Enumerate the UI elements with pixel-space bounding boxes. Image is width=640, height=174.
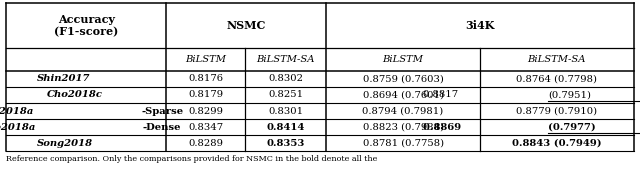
Text: 0.8302: 0.8302	[268, 74, 303, 83]
Text: 0.8301: 0.8301	[268, 107, 303, 116]
Text: 0.8694 (0.7601): 0.8694 (0.7601)	[363, 90, 444, 100]
Text: BiLSTM: BiLSTM	[383, 55, 424, 64]
Text: Shin2017: Shin2017	[36, 74, 90, 83]
Text: Cho2018a: Cho2018a	[0, 107, 35, 116]
Text: 0.8823 (0.7934): 0.8823 (0.7934)	[362, 123, 444, 132]
Text: BiLSTM-SA: BiLSTM-SA	[527, 55, 586, 64]
Text: 0.8353: 0.8353	[266, 139, 305, 148]
Text: 0.8764 (0.7798): 0.8764 (0.7798)	[516, 74, 597, 83]
Text: 0.8869: 0.8869	[422, 123, 464, 132]
Text: (0.7951): (0.7951)	[548, 90, 591, 100]
Text: 0.8843 (0.7949): 0.8843 (0.7949)	[512, 139, 602, 148]
Text: Cho2018a: Cho2018a	[0, 123, 36, 132]
Text: 0.8289: 0.8289	[188, 139, 223, 148]
Text: Accuracy
(F1-score): Accuracy (F1-score)	[54, 14, 118, 38]
Text: 0.8817: 0.8817	[422, 90, 461, 100]
Text: Song2018: Song2018	[36, 139, 93, 148]
Text: BiLSTM-SA: BiLSTM-SA	[256, 55, 315, 64]
Text: 0.8779 (0.7910): 0.8779 (0.7910)	[516, 107, 597, 116]
Text: 0.8179: 0.8179	[188, 90, 223, 100]
Text: 0.8781 (0.7758): 0.8781 (0.7758)	[362, 139, 444, 148]
Text: 0.8251: 0.8251	[268, 90, 303, 100]
Text: -Dense: -Dense	[143, 123, 181, 132]
Text: Reference comparison. Only the comparisons provided for NSMC in the bold denote : Reference comparison. Only the compariso…	[6, 155, 378, 163]
Text: (0.7977): (0.7977)	[548, 123, 596, 132]
Text: Cho2018c: Cho2018c	[47, 90, 102, 100]
Text: 0.8759 (0.7603): 0.8759 (0.7603)	[363, 74, 444, 83]
Text: 0.8176: 0.8176	[188, 74, 223, 83]
Text: 0.8414: 0.8414	[266, 123, 305, 132]
Text: NSMC: NSMC	[227, 20, 266, 31]
Text: BiLSTM: BiLSTM	[185, 55, 226, 64]
Text: -Sparse: -Sparse	[141, 107, 184, 116]
Text: 3i4K: 3i4K	[465, 20, 495, 31]
Text: 0.8299: 0.8299	[188, 107, 223, 116]
Text: 0.8347: 0.8347	[188, 123, 223, 132]
Text: 0.8794 (0.7981): 0.8794 (0.7981)	[362, 107, 444, 116]
